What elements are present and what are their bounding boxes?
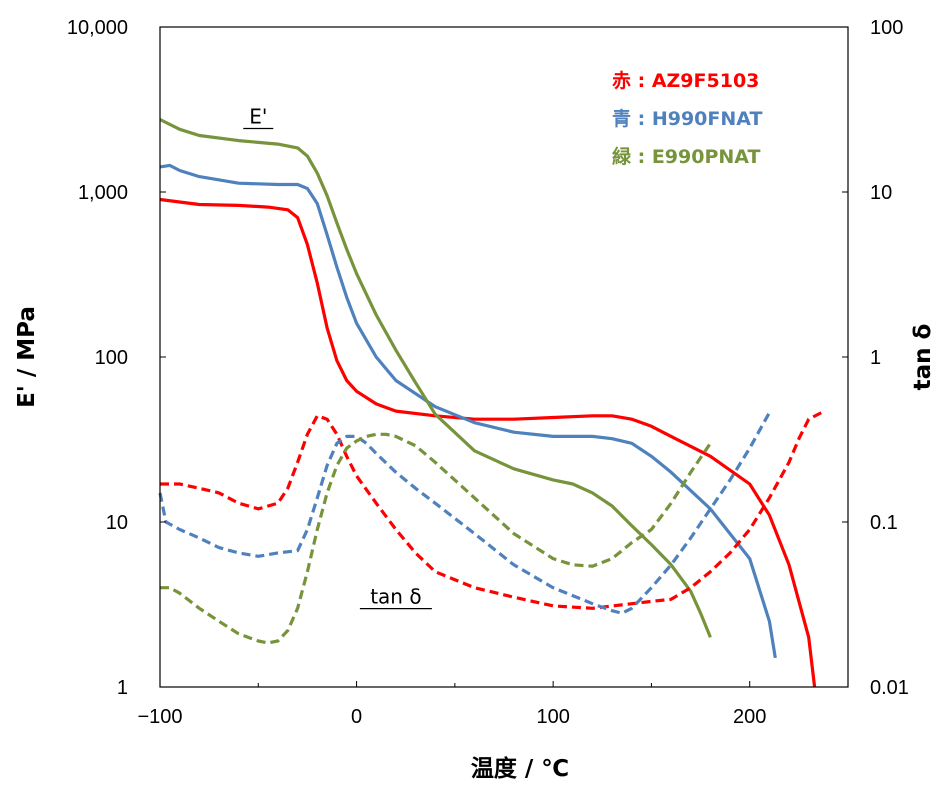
y2-tick-label: 1 [870, 347, 881, 369]
legend-entry: 青 : H990FNAT [612, 108, 762, 130]
series-line-0 [159, 197, 817, 688]
y2-tick-label: 0.01 [870, 677, 909, 699]
y-tick-label: 10,000 [67, 17, 128, 39]
series-layer [158, 118, 826, 688]
x-tick-label: 100 [536, 706, 569, 728]
axis-layer: −100 0 100 200 10,000 1,000 100 10 1 100 10 1 0.1 0.0… [67, 17, 909, 728]
series-line-4 [158, 411, 771, 615]
series-line-1 [159, 163, 777, 659]
annotation-label: tan δ [370, 585, 421, 609]
y-tick-label: 10 [106, 512, 128, 534]
x-tick-label: 200 [733, 706, 766, 728]
series-line-3 [160, 409, 826, 610]
y-axis-title: E' / MPa [14, 306, 40, 408]
y2-tick-label: 0.1 [870, 512, 898, 534]
legend: 赤 : AZ9F5103 青 : H990FNAT 緑 : E990PNAT [612, 70, 762, 168]
annotations: E' tan δ [243, 105, 432, 610]
y-tick-label: 1 [117, 677, 128, 699]
y2-tick-label: 100 [870, 17, 903, 39]
x-tick-label: 0 [351, 706, 362, 728]
y-tick-label: 100 [95, 347, 128, 369]
legend-entry: 赤 : AZ9F5103 [612, 70, 759, 92]
x-tick-label: −100 [137, 706, 182, 728]
y2-axis-title: tan δ [910, 324, 936, 391]
legend-entry: 緑 : E990PNAT [612, 145, 761, 168]
x-axis-title: 温度 / ℃ [471, 755, 569, 782]
series-line-2 [159, 118, 712, 638]
annotation-label: E' [249, 105, 267, 129]
y2-tick-label: 10 [870, 182, 892, 204]
series-line-5 [160, 432, 712, 645]
y-tick-label: 1,000 [78, 182, 128, 204]
